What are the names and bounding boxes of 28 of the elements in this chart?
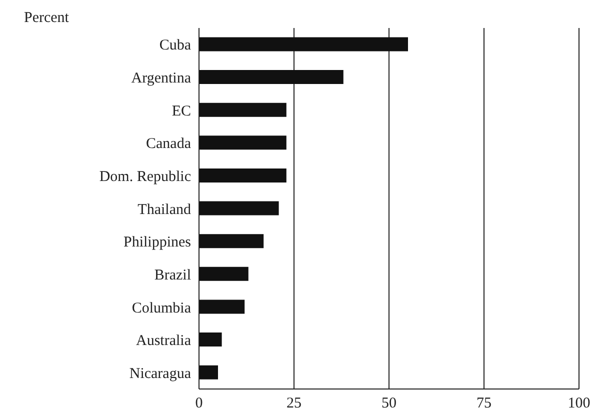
bar — [199, 136, 286, 150]
y-tick-label: Cuba — [159, 38, 192, 54]
y-tick-label: Brazil — [154, 267, 191, 284]
y-tick-label: Argentina — [131, 70, 192, 87]
x-tick-label: 75 — [476, 396, 492, 412]
bar — [199, 300, 245, 314]
bar — [199, 37, 408, 52]
bar — [199, 266, 248, 281]
y-tick-label: Australia — [136, 333, 192, 350]
y-tick-label: EC — [172, 103, 191, 120]
y-tick-label: Canada — [146, 136, 192, 152]
y-tick-label: Thailand — [138, 202, 192, 218]
bar — [199, 102, 286, 117]
x-tick-label: 50 — [382, 396, 396, 412]
bar — [199, 201, 279, 216]
bar — [199, 332, 222, 347]
x-tick-label: 100 — [568, 396, 590, 412]
y-tick-label: Nicaragua — [129, 366, 192, 382]
bar — [199, 168, 286, 182]
y-tick-label: Philippines — [123, 234, 192, 251]
x-tick-label: 25 — [286, 396, 302, 412]
bar — [199, 70, 344, 84]
bar — [199, 234, 264, 248]
x-tick-label: 0 — [195, 396, 203, 412]
x-axis-title: Percent — [24, 10, 69, 27]
y-tick-label: Columbia — [132, 300, 192, 316]
bar — [199, 365, 218, 380]
y-tick-label: Dom. Republic — [99, 169, 192, 186]
